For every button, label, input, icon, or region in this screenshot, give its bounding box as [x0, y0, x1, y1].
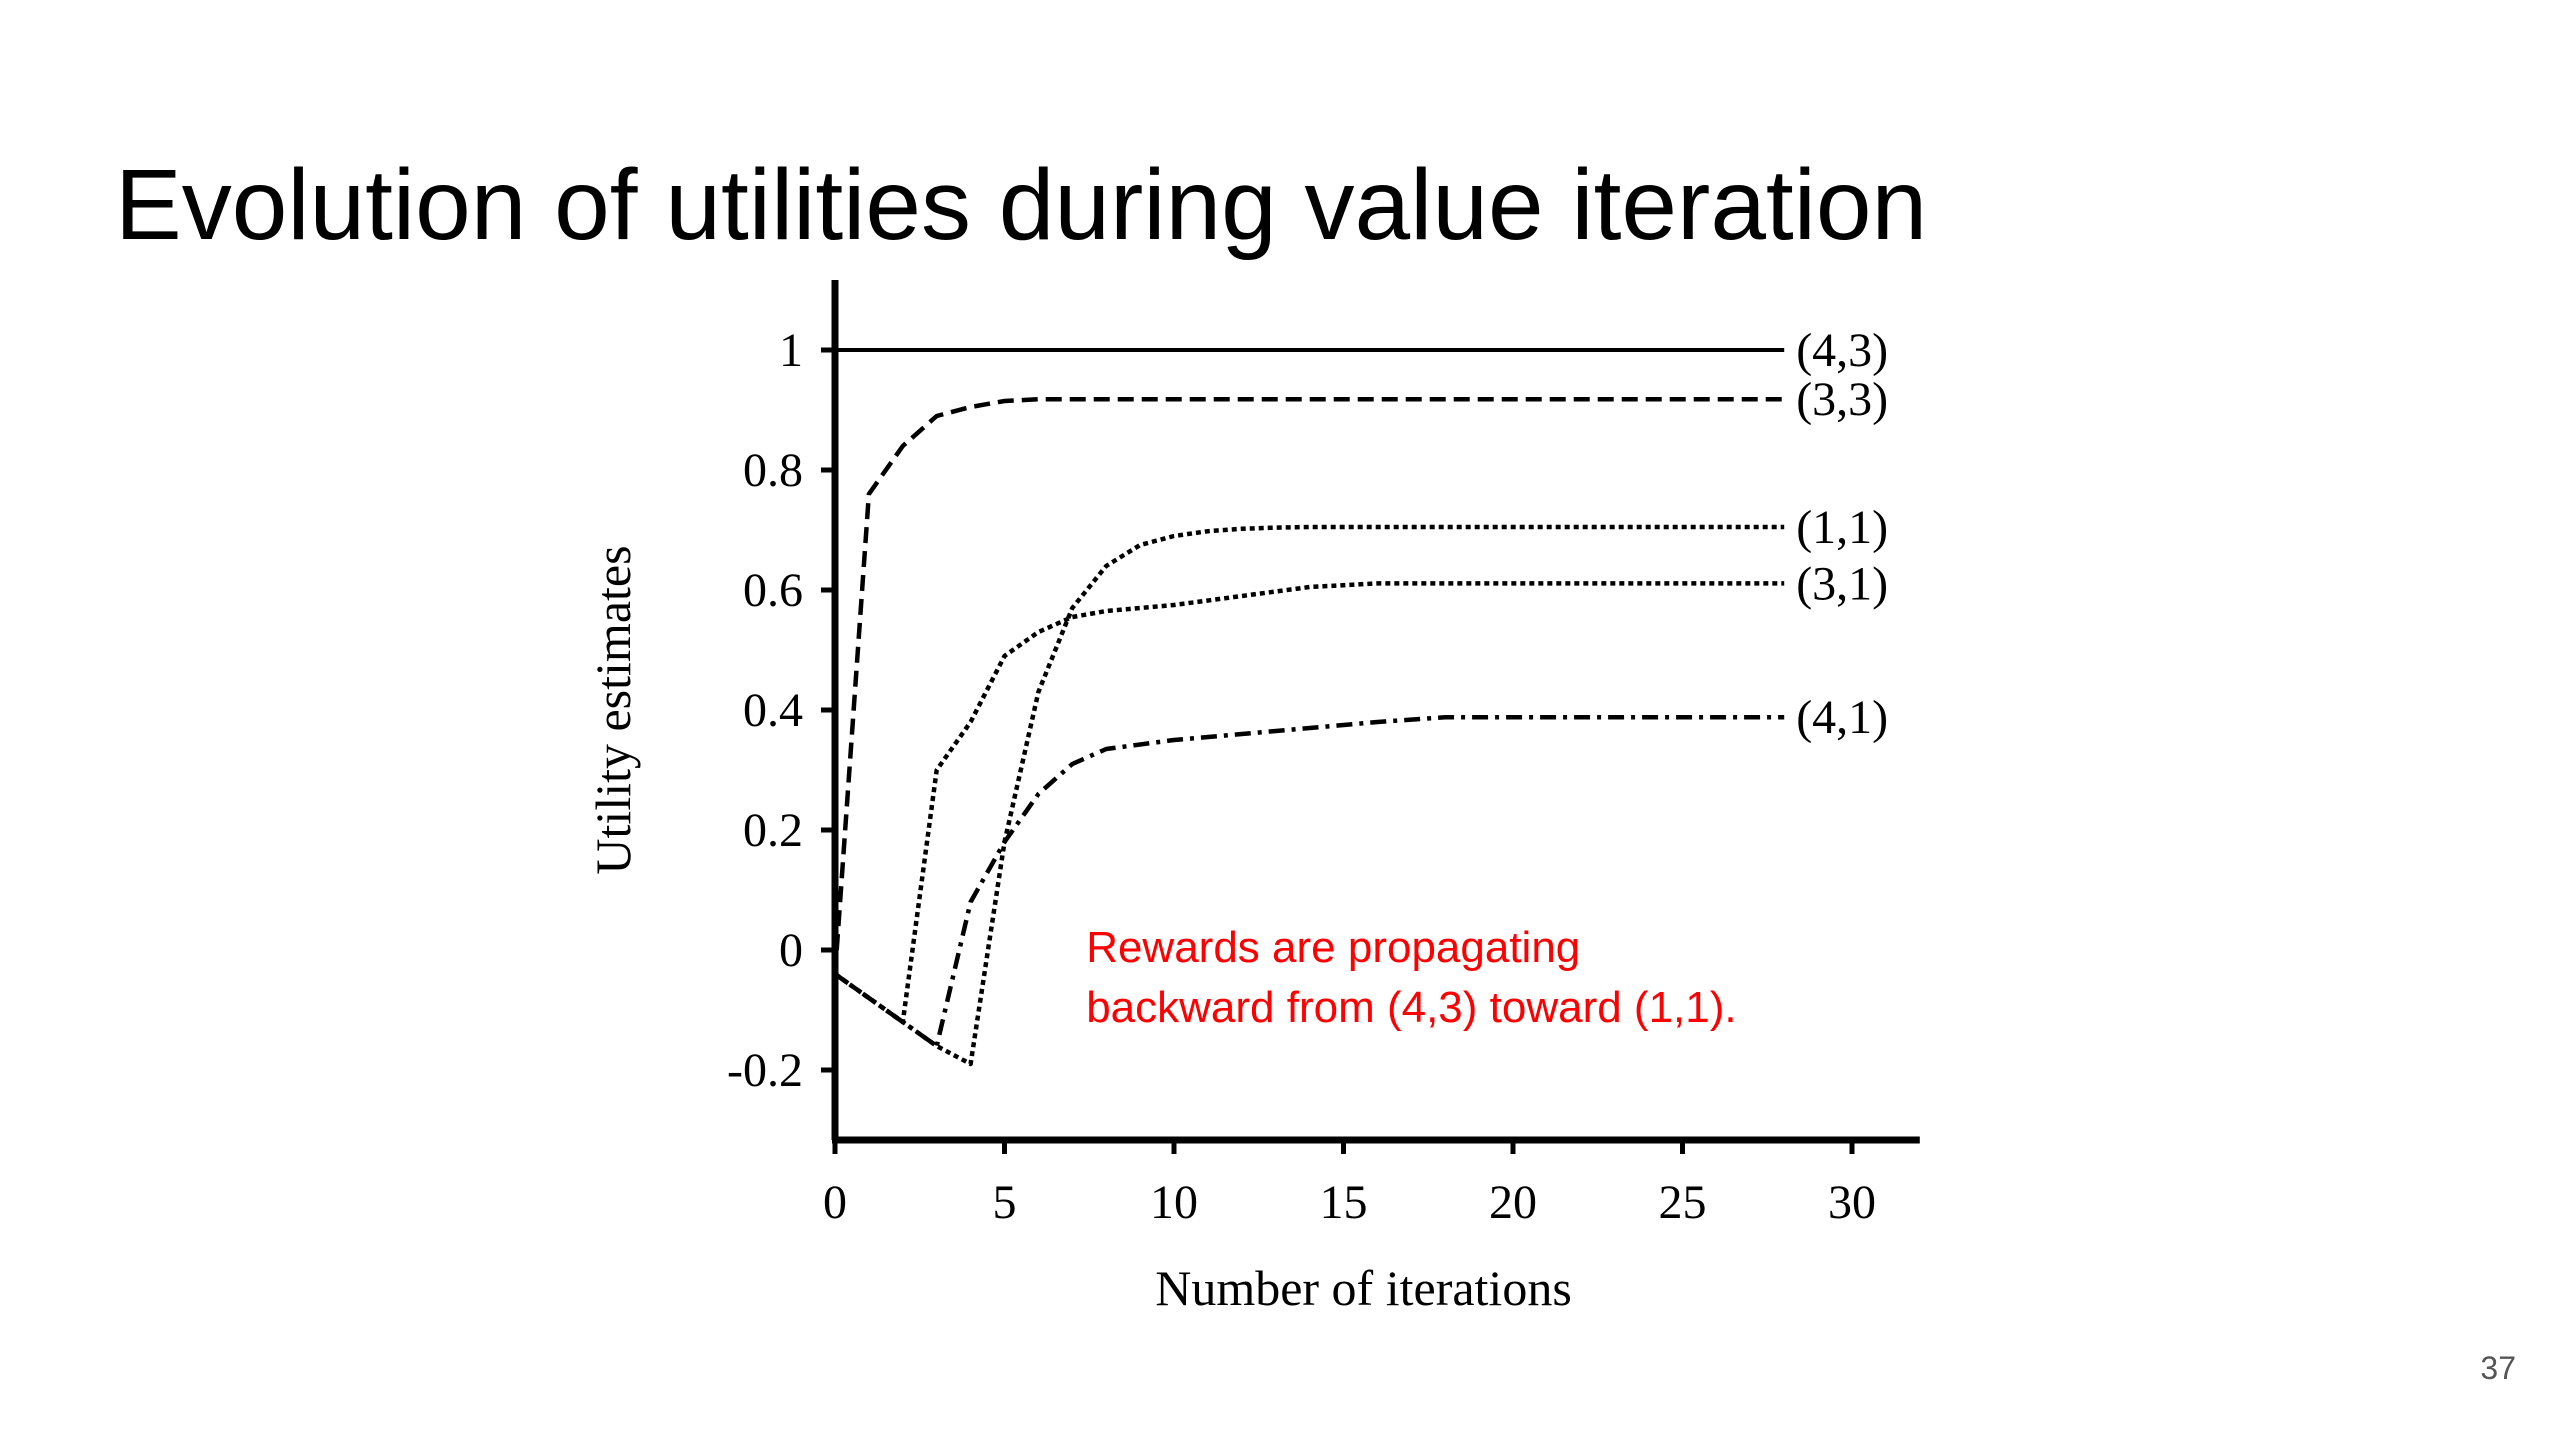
x-tick-label: 5 — [993, 1176, 1017, 1229]
y-tick-label: 0.4 — [743, 684, 803, 737]
y-tick-label: 0.8 — [743, 444, 803, 497]
slide-title: Evolution of utilities during value iter… — [115, 149, 1928, 261]
y-tick-label: -0.2 — [727, 1044, 803, 1097]
x-tick-label: 15 — [1320, 1176, 1368, 1229]
series-line-3-3 — [832, 396, 1785, 975]
x-tick-label: 0 — [823, 1176, 847, 1229]
y-tick-label: 0.2 — [743, 804, 803, 857]
series-label: (4,1) — [1796, 691, 1888, 744]
series-label: (3,1) — [1796, 557, 1888, 610]
series-label: (1,1) — [1796, 501, 1888, 554]
series-label: (3,3) — [1796, 373, 1888, 426]
chart-labels: (4,3)(3,3) (1,1)(3,1) (4,1) Rewards are pro… — [1086, 324, 1888, 1032]
annotation-line: Rewards are propagating — [1086, 923, 1580, 972]
y-axis-title: Utility estimates — [585, 545, 641, 874]
y-tick-label: 1 — [779, 324, 803, 377]
x-axis-title: Number of iterations — [1155, 1260, 1572, 1316]
y-tick-label: 0.6 — [743, 564, 803, 617]
y-tick-label: 0 — [779, 924, 803, 977]
x-tick-label: 25 — [1659, 1176, 1707, 1229]
series-label: (4,3) — [1796, 324, 1888, 377]
x-tick-label: 10 — [1150, 1176, 1198, 1229]
chart-series — [832, 348, 1785, 1067]
series-line-4-1 — [833, 714, 1785, 1049]
annotation-line: backward from (4,3) toward (1,1). — [1086, 983, 1736, 1032]
page-number: 37 — [2480, 1350, 2516, 1386]
x-tick-label: 30 — [1828, 1176, 1876, 1229]
x-tick-label: 20 — [1489, 1176, 1537, 1229]
